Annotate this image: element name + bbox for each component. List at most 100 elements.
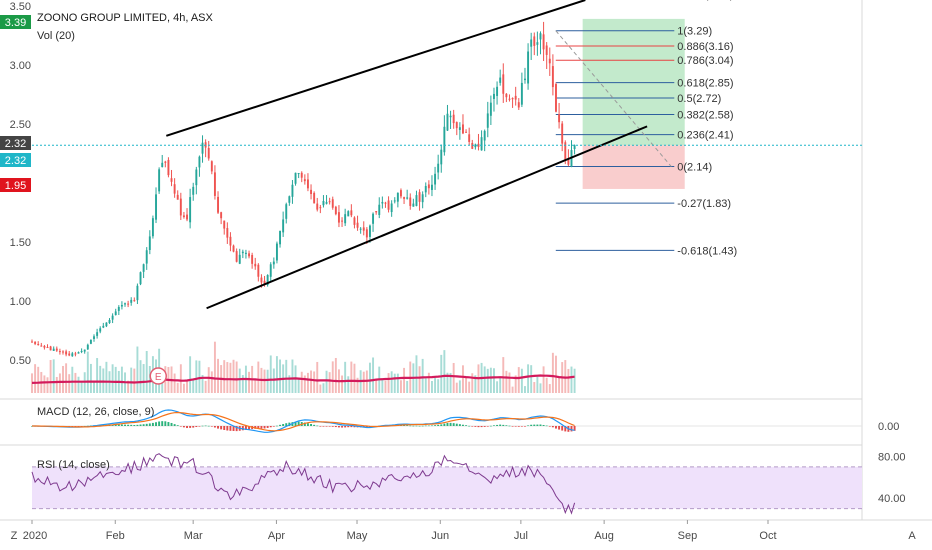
earnings-marker[interactable]: E (149, 367, 167, 385)
macd-histogram-bar (167, 422, 170, 426)
auto-scale-button[interactable]: A (908, 530, 916, 542)
volume-bar (179, 364, 182, 393)
volume-bar (229, 362, 232, 393)
volume-bar (316, 361, 319, 393)
price-tick-label: 1.00 (10, 296, 31, 308)
macd-histogram-bar (406, 425, 409, 426)
candle-body (161, 162, 164, 167)
macd-histogram-bar (148, 423, 151, 426)
volume-bar (49, 360, 52, 393)
candle-body (260, 277, 263, 283)
macd-histogram-bar (161, 421, 164, 426)
candle-body (263, 280, 266, 284)
candle-body (248, 253, 250, 257)
macd-histogram-bar (486, 426, 489, 427)
fib-level-label: 0.5(2.72) (677, 93, 721, 105)
macd-histogram-bar (217, 426, 219, 429)
fib-level-label: 0.886(3.16) (677, 41, 733, 53)
macd-histogram-bar (533, 424, 536, 426)
candle-body (127, 303, 130, 305)
macd-histogram-bar (558, 426, 561, 430)
volume-bar (471, 373, 474, 393)
volume-bar (350, 361, 353, 393)
volume-bar (558, 377, 561, 393)
volume-bar (269, 355, 272, 393)
macd-histogram-bar (189, 426, 192, 428)
candle-body (130, 299, 133, 303)
candle-body (434, 173, 437, 185)
price-tick-label: 2.50 (10, 119, 31, 131)
volume-bar (111, 364, 114, 393)
candle-body (232, 245, 235, 252)
candle-body (167, 159, 170, 176)
fib-level-label: 0.236(2.41) (677, 130, 733, 142)
volume-bar (254, 379, 257, 393)
candle-body (365, 229, 368, 238)
macd-histogram-bar (207, 425, 210, 427)
volume-bar (192, 379, 195, 393)
candle-body (530, 39, 533, 47)
candle-body (310, 189, 313, 195)
volume-bar (133, 368, 136, 393)
position-tool[interactable] (582, 18, 685, 189)
channel-lines[interactable] (32, 0, 862, 310)
candle-body (207, 147, 210, 159)
candle-body (437, 163, 440, 173)
time-tick-label: 2020 (23, 530, 47, 542)
candle-body (483, 130, 486, 141)
candle-body (502, 74, 505, 94)
channel-trendline (165, 0, 586, 137)
macd-histogram-bar (421, 425, 424, 427)
price-axis[interactable]: 3.503.002.502.001.501.000.500.0080.0040.… (10, 1, 906, 505)
candle-body (99, 328, 102, 332)
earnings-marker-circle[interactable] (149, 367, 167, 385)
candle-body (31, 341, 33, 343)
candle-body (52, 348, 55, 351)
volume-bar (406, 380, 409, 393)
auto-scale-button-label[interactable]: A (908, 530, 916, 542)
volume-bar (279, 359, 282, 393)
volume-bar (207, 367, 210, 393)
macd-histogram-bar (443, 423, 446, 426)
volume-bar (325, 370, 328, 393)
macd-histogram-bar (83, 425, 86, 427)
volume-bar (440, 354, 443, 393)
fib-level-label: 1.272(3.60) (677, 0, 733, 1)
time-axis[interactable]: 2020 Feb Mar Apr May Jun Jul Aug Sep Oct (23, 520, 777, 542)
volume-bar (145, 350, 148, 393)
candle-body (288, 196, 291, 203)
timezone-button-label[interactable]: Z (11, 530, 18, 542)
macd-histogram-bar (114, 424, 117, 426)
rsi-indicator (31, 453, 862, 515)
volume-bar (533, 382, 536, 393)
volume-bar (570, 366, 573, 393)
main-pane[interactable] (0, 0, 862, 398)
candle-body (86, 344, 89, 350)
candle-body (381, 201, 384, 204)
candle-body (111, 315, 114, 320)
candle-body (195, 169, 198, 186)
candle-body (285, 204, 288, 219)
macd-histogram-bar (266, 426, 269, 428)
timezone-button[interactable]: Z (11, 530, 18, 542)
candle-body (136, 285, 139, 301)
volume-bar (68, 374, 71, 393)
volume-bar (257, 361, 260, 393)
fibonacci-retracement[interactable]: 1.272(3.60) 1(3.29) 0.886(3.16) 0.786(3.04)… (555, 0, 737, 257)
candle-body (334, 206, 337, 215)
candle-body (192, 186, 195, 195)
price-badge (0, 136, 31, 150)
candle-body (71, 353, 74, 357)
volume-bar (80, 382, 83, 393)
macd-pane[interactable] (0, 400, 862, 444)
volume-bar (77, 376, 80, 393)
macd-histogram-bar (241, 426, 244, 431)
price-badge-label: 2.32 (5, 155, 26, 167)
macd-histogram-bar (455, 423, 458, 426)
candle-body (375, 211, 378, 213)
volume-bar (319, 384, 322, 393)
macd-histogram-bar (139, 424, 142, 426)
candle-body (275, 243, 278, 261)
candle-body (520, 82, 523, 105)
